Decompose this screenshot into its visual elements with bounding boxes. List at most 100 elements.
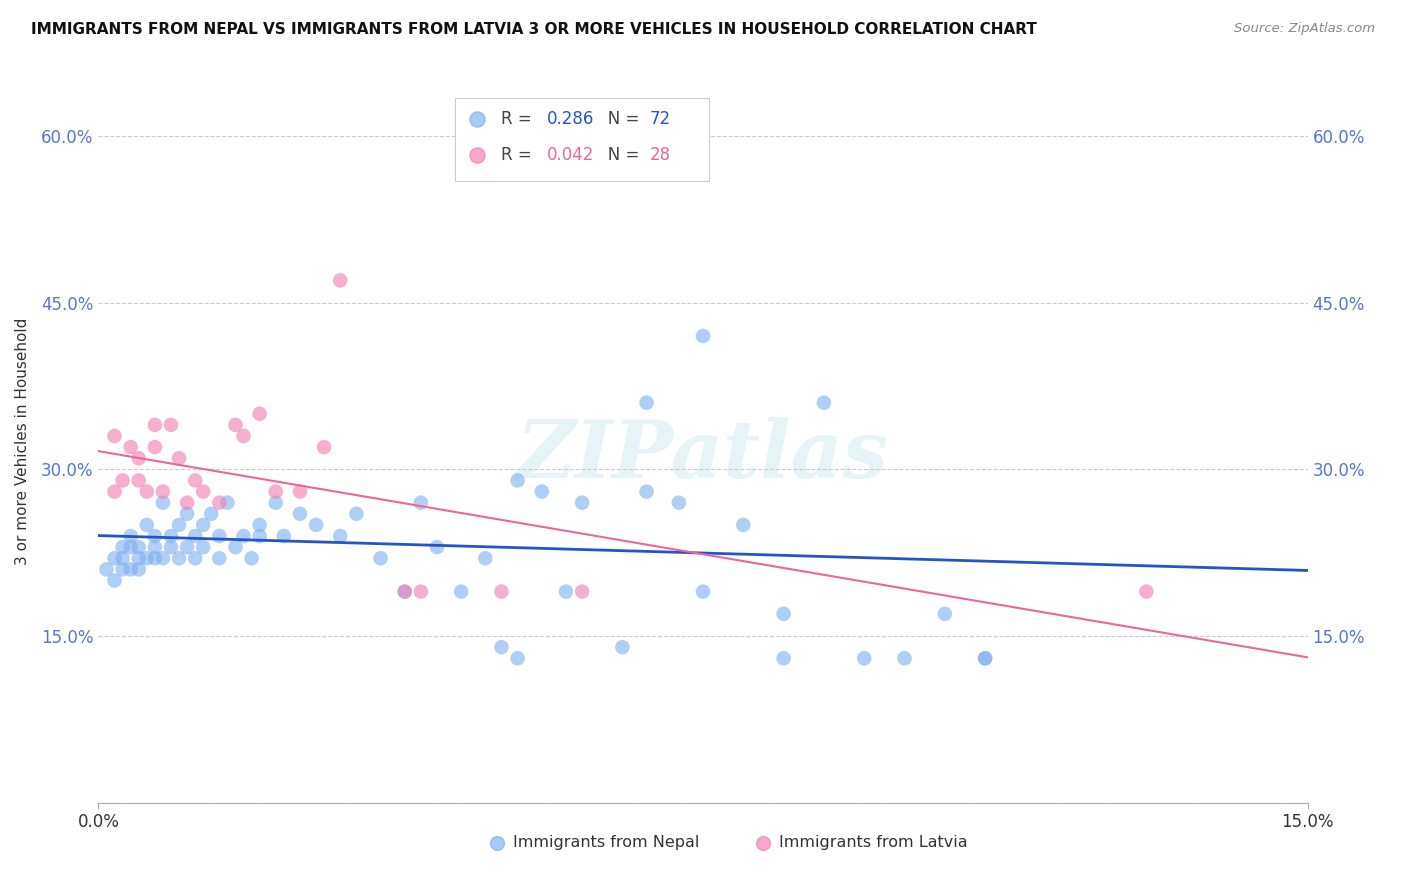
Point — [491, 584, 513, 599]
Point — [167, 451, 190, 466]
Point — [184, 551, 207, 566]
Point — [152, 496, 174, 510]
Point — [772, 607, 794, 621]
Point — [184, 529, 207, 543]
Point — [692, 329, 714, 343]
Point — [314, 440, 336, 454]
Point — [474, 551, 496, 566]
Point — [111, 474, 134, 488]
Point — [264, 496, 287, 510]
Text: IMMIGRANTS FROM NEPAL VS IMMIGRANTS FROM LATVIA 3 OR MORE VEHICLES IN HOUSEHOLD : IMMIGRANTS FROM NEPAL VS IMMIGRANTS FROM… — [31, 22, 1036, 37]
Point — [692, 584, 714, 599]
Point — [426, 540, 449, 554]
Point — [193, 540, 215, 554]
Text: Immigrants from Nepal: Immigrants from Nepal — [513, 835, 700, 850]
Point — [636, 395, 658, 409]
Point — [103, 484, 125, 499]
Text: N =: N = — [592, 145, 644, 164]
Point — [394, 584, 416, 599]
Point — [305, 517, 328, 532]
Point — [329, 273, 352, 287]
Point — [571, 496, 593, 510]
Point — [555, 584, 578, 599]
Point — [160, 540, 183, 554]
Point — [176, 507, 198, 521]
Text: 72: 72 — [650, 110, 671, 128]
Point — [506, 651, 529, 665]
Point — [135, 484, 157, 499]
Point — [264, 484, 287, 499]
Point — [409, 584, 432, 599]
Text: ZIPatlas: ZIPatlas — [517, 417, 889, 495]
Point — [506, 474, 529, 488]
Point — [128, 551, 150, 566]
Point — [636, 484, 658, 499]
Point — [491, 640, 513, 655]
Point — [571, 584, 593, 599]
Point — [612, 640, 634, 655]
Point — [249, 529, 271, 543]
Point — [668, 496, 690, 510]
Point — [143, 540, 166, 554]
Y-axis label: 3 or more Vehicles in Household: 3 or more Vehicles in Household — [15, 318, 30, 566]
Point — [409, 496, 432, 510]
Point — [120, 540, 142, 554]
Point — [733, 517, 755, 532]
Point — [208, 496, 231, 510]
Point — [96, 562, 118, 576]
Point — [176, 540, 198, 554]
Text: Source: ZipAtlas.com: Source: ZipAtlas.com — [1234, 22, 1375, 36]
Point — [450, 584, 472, 599]
Point — [217, 496, 239, 510]
Point — [167, 517, 190, 532]
Point — [571, 151, 593, 165]
Point — [143, 529, 166, 543]
Point — [152, 484, 174, 499]
Point — [273, 529, 295, 543]
Point — [128, 451, 150, 466]
Point — [974, 651, 997, 665]
Point — [120, 440, 142, 454]
Point — [135, 551, 157, 566]
Point — [974, 651, 997, 665]
Point — [152, 551, 174, 566]
Point — [160, 529, 183, 543]
Point — [120, 562, 142, 576]
Point — [232, 529, 254, 543]
Point — [288, 484, 311, 499]
Point — [934, 607, 956, 621]
Point — [167, 551, 190, 566]
Point — [208, 529, 231, 543]
FancyBboxPatch shape — [456, 98, 709, 181]
Text: N =: N = — [592, 110, 644, 128]
Text: R =: R = — [501, 145, 537, 164]
Point — [143, 417, 166, 432]
Point — [329, 529, 352, 543]
Point — [160, 417, 183, 432]
Point — [370, 551, 392, 566]
Point — [200, 507, 222, 521]
Point — [530, 484, 553, 499]
Point — [772, 651, 794, 665]
Point — [853, 651, 876, 665]
Point — [120, 529, 142, 543]
Point — [288, 507, 311, 521]
Point — [344, 507, 367, 521]
Point — [143, 440, 166, 454]
Point — [232, 429, 254, 443]
Point — [208, 551, 231, 566]
Point — [394, 584, 416, 599]
Point — [249, 517, 271, 532]
Point — [103, 429, 125, 443]
Point — [103, 574, 125, 588]
Point — [184, 474, 207, 488]
Point — [193, 484, 215, 499]
Text: 0.042: 0.042 — [547, 145, 595, 164]
Point — [893, 651, 915, 665]
Point — [128, 474, 150, 488]
Point — [111, 562, 134, 576]
Point — [135, 517, 157, 532]
Point — [193, 517, 215, 532]
Point — [240, 551, 263, 566]
Point — [813, 395, 835, 409]
